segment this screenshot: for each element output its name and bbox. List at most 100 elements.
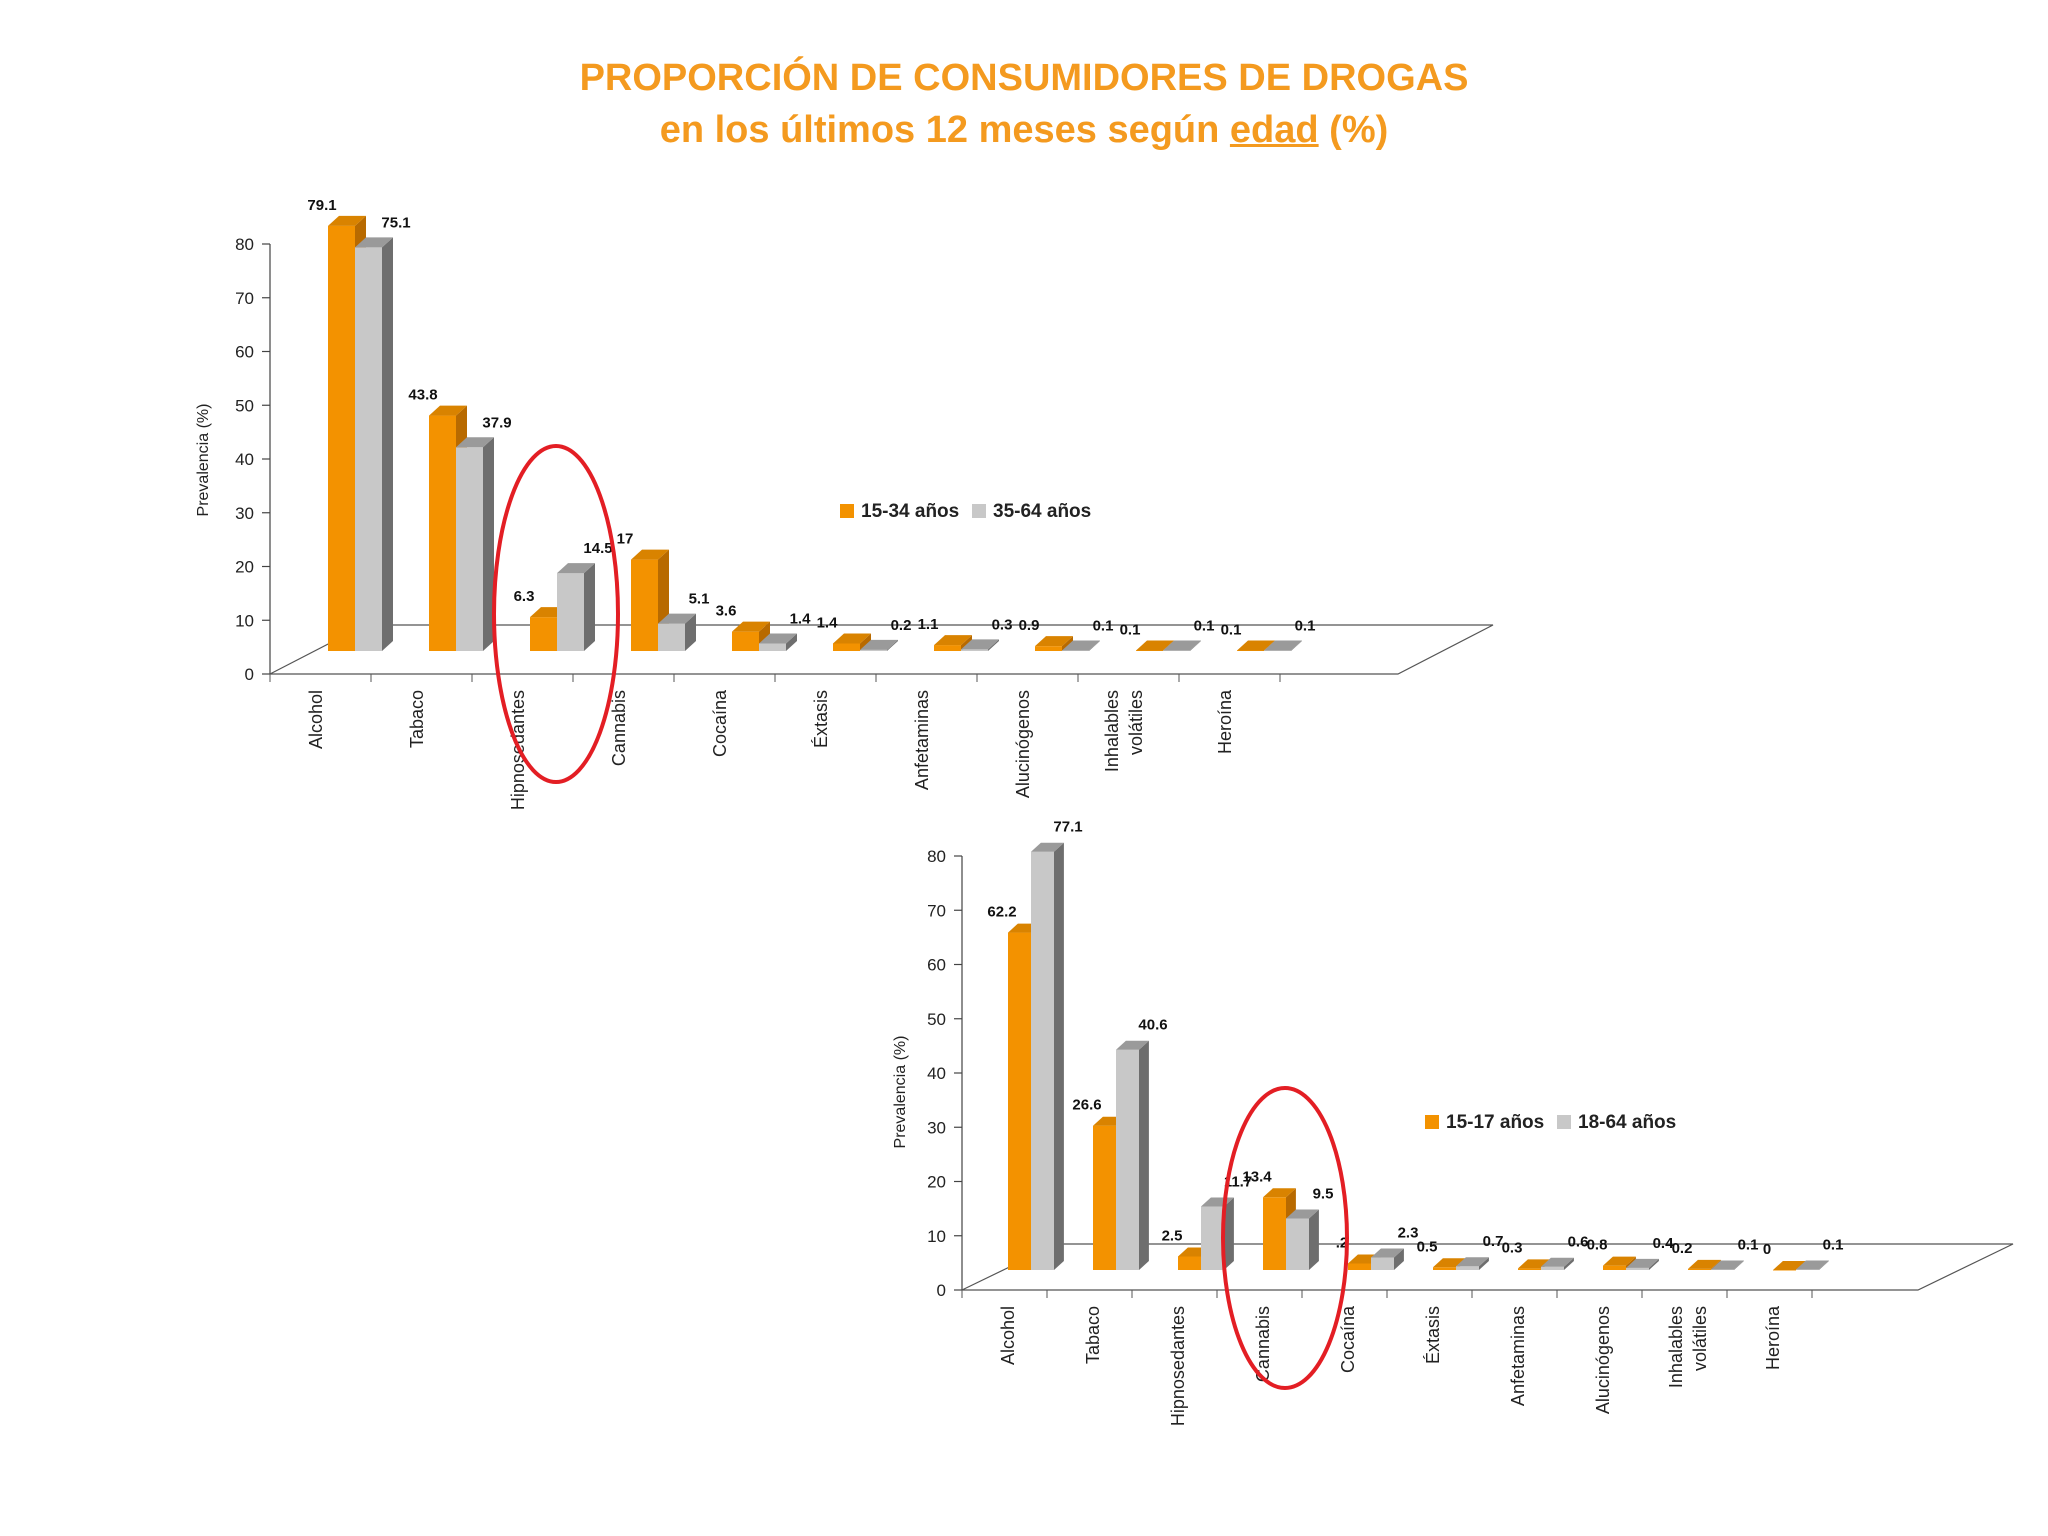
bar-top: [1626, 1258, 1659, 1268]
title-edad-underlined: edad: [1229, 109, 1319, 151]
value-label: 0.9: [1019, 617, 1040, 634]
y-tick-label: 60: [235, 343, 254, 362]
bar-side: [1564, 1257, 1574, 1270]
bar-top: [1711, 1260, 1744, 1270]
value-label: 0.5: [1417, 1238, 1438, 1255]
value-label: 1.4: [817, 614, 839, 631]
bar-top: [631, 549, 669, 560]
bar-top: [1062, 640, 1100, 651]
bar-side: [1309, 1209, 1319, 1270]
bar-side: [1649, 1258, 1659, 1270]
bar-front: [429, 415, 456, 651]
value-label: 9.5: [1313, 1185, 1334, 1202]
bar-front: [1348, 1263, 1371, 1270]
value-label: 6.3: [514, 588, 535, 605]
bar-front: [1093, 1125, 1116, 1270]
value-label: 62.2: [987, 904, 1016, 921]
category-label: Cannabis: [609, 690, 629, 766]
value-label: 2.3: [1398, 1225, 1419, 1242]
bar-alucinógenos-2: [1626, 1258, 1659, 1270]
bar-front: [328, 225, 355, 651]
bar-top: [759, 633, 797, 644]
bar-top: [1286, 1209, 1319, 1219]
bar-side: [1479, 1257, 1489, 1270]
bar-front: [631, 559, 658, 651]
bar-top: [1456, 1257, 1489, 1267]
category-label: Heroína: [1763, 1305, 1783, 1370]
bar-top: [1136, 640, 1174, 651]
bar-top: [1031, 842, 1064, 852]
bar-top: [1237, 640, 1275, 651]
bar-cannabis-2: [658, 613, 696, 651]
category-label: Inhalables: [1102, 690, 1122, 772]
bar-top: [961, 639, 999, 650]
y-tick-label: 80: [927, 847, 946, 866]
legend: 15-17 años 18-64 años: [1425, 1112, 1676, 1133]
legend-label-1: 15-34 años: [861, 501, 959, 522]
y-tick-label: 70: [235, 289, 254, 308]
category-label: Alucinógenos: [1013, 690, 1033, 798]
value-label: 0.2: [1672, 1240, 1693, 1257]
value-label: 0.2: [891, 617, 912, 634]
bar-side: [1394, 1248, 1404, 1270]
bar-top: [833, 633, 871, 644]
bar-front: [1456, 1266, 1479, 1270]
bar-top: [1371, 1248, 1404, 1258]
category-label: Tabaco: [1083, 1306, 1103, 1364]
bar-front: [934, 645, 961, 651]
value-label: 0.1: [1738, 1236, 1759, 1253]
y-tick-label: 0: [937, 1281, 946, 1300]
bar-top: [860, 639, 898, 650]
bar-top: [1263, 1188, 1296, 1198]
chart-2: 0 10 20 30 40 50 60 70 80 Prevalencia (%) 62.2 77.1…: [892, 819, 2014, 1426]
bar-front: [1035, 646, 1062, 651]
bar-side: [1291, 640, 1302, 651]
bar-anfetaminas-2: [961, 639, 999, 651]
bar-heroína-2: [1264, 640, 1302, 651]
title-line-1: PROPORCIÓN DE CONSUMIDORES DE DROGAS: [579, 57, 1469, 99]
bar-inhalables-volátiles-2: [1163, 640, 1201, 651]
value-label: 0.3: [992, 616, 1013, 633]
bar-front: [456, 447, 483, 651]
bar-front: [1116, 1049, 1139, 1270]
value-label: 79.1: [307, 197, 336, 214]
bar-side: [1734, 1260, 1744, 1270]
bar-éxtasis-2: [860, 639, 898, 651]
bar-side: [786, 633, 797, 651]
value-label: 40.6: [1138, 1017, 1167, 1034]
bar-side: [860, 633, 871, 651]
legend: 15-34 años 35-64 años: [840, 501, 1091, 522]
bar-front: [1433, 1267, 1456, 1270]
value-label: 17: [617, 531, 634, 548]
value-label: 2.5: [1162, 1227, 1183, 1244]
bar-hipnosedantes-2: [1201, 1197, 1234, 1270]
title-line-2-pre: en los últimos 12 meses según: [659, 109, 1230, 151]
bar-éxtasis-1: [833, 633, 871, 651]
y-axis-title: Prevalencia (%): [195, 404, 212, 517]
legend-label-1: 15-17 años: [1446, 1112, 1544, 1133]
bar-front: [759, 643, 786, 651]
value-label: 77.1: [1053, 819, 1082, 836]
y-tick-label: 30: [927, 1118, 946, 1137]
category-label: Cannabis: [1253, 1306, 1273, 1382]
value-label: 0.1: [1194, 617, 1215, 634]
y-tick-label: 60: [927, 956, 946, 975]
bar-top: [429, 405, 467, 416]
bar-front: [1371, 1257, 1394, 1270]
category-label: volátiles: [1690, 1306, 1710, 1371]
y-tick-label: 20: [235, 558, 254, 577]
category-label: Hipnosedantes: [1168, 1306, 1188, 1426]
bar-alcohol-2: [1031, 842, 1064, 1270]
y-tick-label: 50: [927, 1010, 946, 1029]
bar-alucinógenos-2: [1062, 640, 1100, 651]
bar-heroína-2: [1796, 1260, 1829, 1270]
value-label: 0.4: [1653, 1235, 1675, 1252]
chart-1: 0 10 20 30 40 50 60 70 80 Prevalencia (%) 79.1 75.1…: [195, 197, 1494, 810]
bar-front: [961, 649, 988, 651]
y-tick-label: 30: [235, 504, 254, 523]
y-tick-label: 0: [245, 665, 254, 684]
title-line-2-post: (%): [1318, 109, 1389, 151]
category-label: volátiles: [1126, 690, 1146, 755]
value-label: 0.1: [1221, 621, 1242, 638]
